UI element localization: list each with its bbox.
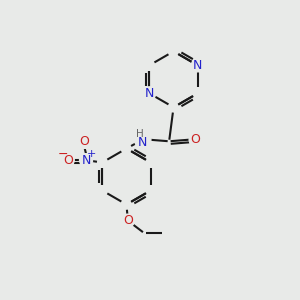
- Text: N: N: [145, 87, 154, 100]
- Text: −: −: [57, 148, 68, 161]
- Text: N: N: [138, 136, 147, 148]
- Circle shape: [143, 87, 156, 100]
- Text: N: N: [193, 59, 203, 72]
- Text: O: O: [63, 154, 73, 167]
- Text: H: H: [136, 129, 144, 140]
- Circle shape: [122, 214, 134, 227]
- Text: O: O: [191, 133, 201, 146]
- Circle shape: [80, 154, 92, 166]
- Text: O: O: [80, 135, 89, 148]
- Text: O: O: [123, 214, 133, 227]
- Text: +: +: [87, 149, 96, 159]
- Circle shape: [78, 135, 91, 148]
- Circle shape: [134, 131, 151, 148]
- Text: N: N: [81, 154, 91, 167]
- Circle shape: [189, 133, 202, 146]
- Circle shape: [61, 154, 74, 166]
- Circle shape: [191, 59, 204, 72]
